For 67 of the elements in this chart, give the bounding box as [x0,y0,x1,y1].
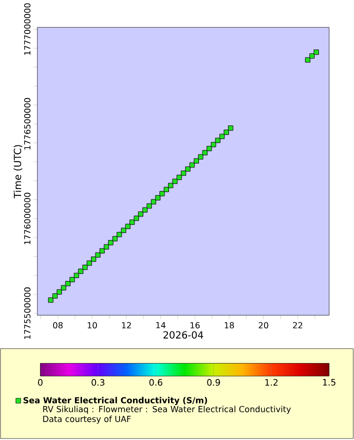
point [168,182,174,188]
point [108,240,114,246]
point [86,260,92,266]
x-tick-label: 18 [224,322,234,328]
point [130,220,135,225]
point [82,264,88,270]
point [155,195,161,200]
point [151,199,156,204]
color-bar-label: 0.6 [150,379,162,386]
x-tick-label: 22 [293,322,302,328]
color-bar-label: 1.5 [323,379,336,386]
point [65,280,71,286]
point [220,134,225,140]
point [56,289,62,295]
point [61,285,66,290]
point [164,186,170,192]
point [146,203,152,209]
point [121,228,126,233]
point [181,170,186,176]
point [206,146,212,152]
point [116,232,122,238]
point [52,293,58,299]
point [215,138,221,144]
point [78,268,84,274]
point [138,211,144,217]
point [202,150,208,156]
point [211,142,216,148]
color-bar-label: 0.9 [207,379,220,386]
x-tick-label: 14 [156,322,166,328]
text: RV Sikuliaq : Flowmeter : Sea Water Electrical Conductivity [43,406,292,414]
color-bar-label: 1.2 [265,379,278,386]
point [112,236,118,242]
point [125,224,131,229]
text: Data courtesy of UAF [43,416,131,424]
point [48,297,54,303]
point [185,166,191,172]
y-tick-label: 1776500000 [24,98,31,150]
point [305,57,310,63]
x-tick-label: 12 [122,322,132,328]
point [194,158,200,164]
point [176,174,182,180]
point [95,252,101,258]
point [224,130,230,135]
x-tick-label: 08 [53,322,63,328]
point [198,154,204,160]
x-tick-label: 10 [88,322,98,328]
point [172,178,178,184]
point [70,277,75,282]
point [100,248,105,254]
point [190,162,195,168]
point [104,244,110,250]
x-tick-label: 16 [190,322,200,328]
y-tick-label: 1777000000 [24,3,31,55]
x-tick-label: 20 [258,322,268,328]
point [91,256,96,262]
point [314,50,320,55]
color-bar-label: 0.3 [92,379,105,386]
point [142,207,148,213]
x-axis-title: 2026-04 [164,331,204,339]
y-tick-label: 1776000000 [24,192,31,244]
color-bar-label: 0 [38,379,43,386]
point [160,191,165,196]
y-tick-label: 1775500000 [24,287,31,339]
legend-label: Sea Water Electrical Conductivity (S/m) [24,396,208,406]
point [134,216,140,221]
y-axis-title: Time (UTC) [14,145,22,198]
point [228,126,234,131]
